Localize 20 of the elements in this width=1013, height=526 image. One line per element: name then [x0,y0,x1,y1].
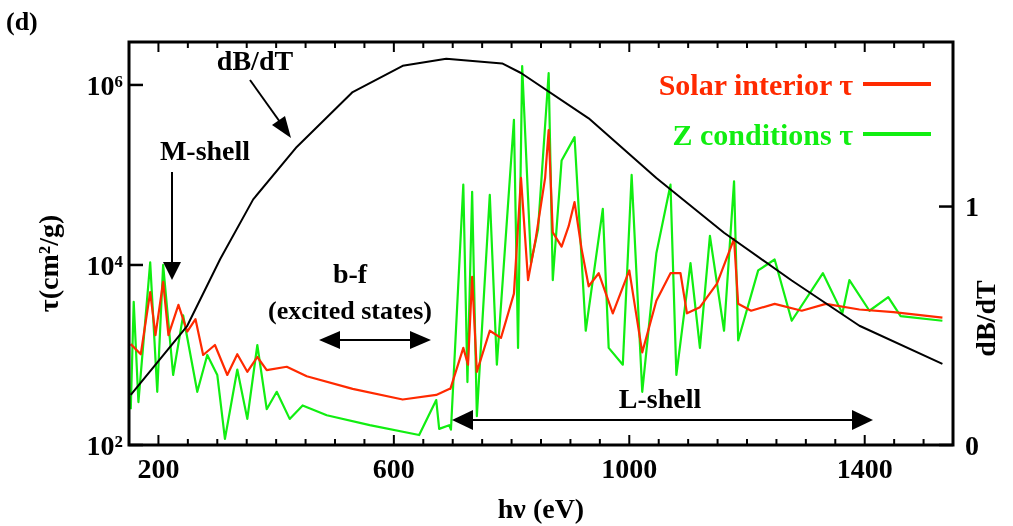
x-tick-label: 600 [372,453,415,484]
x-tick-label: 1400 [836,453,893,484]
y2-tick-label: 1 [965,191,979,223]
y-axis-title: τ(cm²/g) [33,214,64,313]
legend-label: dB/dT [216,44,294,76]
text: (d) [6,7,38,36]
x-tick-label: 200 [137,453,180,484]
annotation: L-shell [618,382,702,414]
x-tick-label: 1000 [601,453,658,484]
y-tick-label: 10⁴ [86,249,124,281]
annotation: b-f [332,257,368,289]
legend-label: Solar interior τ [658,67,854,101]
y-tick-label: 10² [86,429,123,461]
y2-axis-title: dB/dT [970,280,1001,357]
y-tick-label: 10⁶ [86,69,123,101]
legend-label: Z conditions τ [672,117,854,151]
y2-tick-label: 0 [965,429,979,461]
x-axis-title: hν (eV) [497,493,585,524]
annotation: M-shell [159,134,251,166]
annotation: (excited states) [268,296,432,326]
